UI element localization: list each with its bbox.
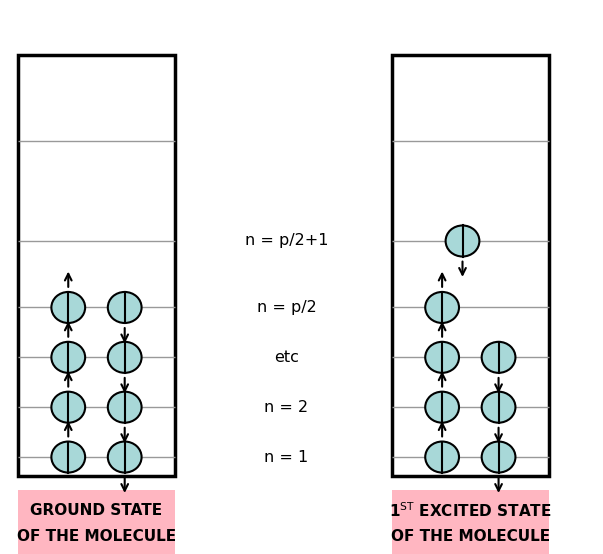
Circle shape bbox=[51, 342, 85, 373]
Text: n = p/2+1: n = p/2+1 bbox=[245, 233, 328, 249]
Text: n = 2: n = 2 bbox=[264, 399, 309, 415]
Circle shape bbox=[482, 442, 516, 473]
Polygon shape bbox=[392, 55, 549, 476]
Text: OF THE MOLECULE: OF THE MOLECULE bbox=[17, 529, 176, 543]
Circle shape bbox=[108, 342, 142, 373]
Text: etc: etc bbox=[274, 350, 299, 365]
Text: n = p/2: n = p/2 bbox=[256, 300, 317, 315]
Circle shape bbox=[51, 442, 85, 473]
Polygon shape bbox=[18, 55, 175, 476]
Circle shape bbox=[425, 292, 459, 323]
Circle shape bbox=[425, 342, 459, 373]
Text: GROUND STATE: GROUND STATE bbox=[30, 503, 163, 518]
Text: OF THE MOLECULE: OF THE MOLECULE bbox=[391, 529, 550, 543]
Circle shape bbox=[108, 292, 142, 323]
Text: n = 1: n = 1 bbox=[264, 449, 309, 465]
Text: 1$^{\mathsf{ST}}$ EXCITED STATE: 1$^{\mathsf{ST}}$ EXCITED STATE bbox=[389, 501, 552, 520]
Circle shape bbox=[482, 392, 516, 423]
Circle shape bbox=[425, 392, 459, 423]
Circle shape bbox=[51, 392, 85, 423]
Circle shape bbox=[482, 342, 516, 373]
Circle shape bbox=[446, 225, 479, 257]
FancyBboxPatch shape bbox=[18, 490, 175, 554]
Circle shape bbox=[425, 442, 459, 473]
Circle shape bbox=[51, 292, 85, 323]
Circle shape bbox=[108, 392, 142, 423]
FancyBboxPatch shape bbox=[392, 490, 549, 554]
Circle shape bbox=[108, 442, 142, 473]
